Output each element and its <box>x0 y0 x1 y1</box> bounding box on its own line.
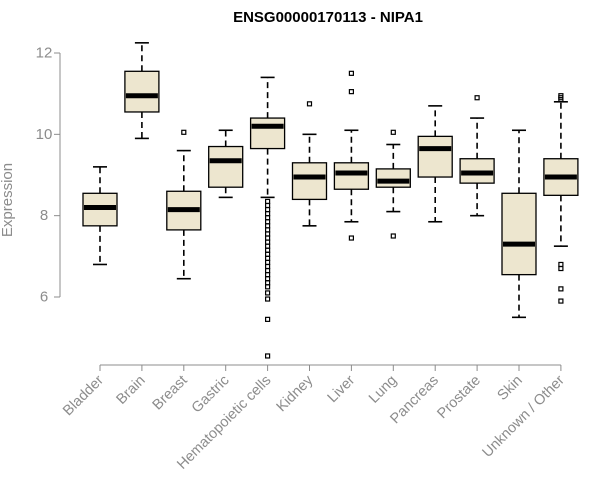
box-iqr <box>417 135 453 178</box>
outlier-point <box>558 298 564 304</box>
outlier-point <box>348 89 354 95</box>
box-group <box>375 129 411 239</box>
outlier-point <box>348 70 354 76</box>
box-iqr <box>291 162 328 201</box>
outlier-point <box>558 261 564 268</box>
box-group <box>543 93 579 304</box>
box-group <box>82 166 118 266</box>
outlier-point <box>265 211 271 217</box>
box-iqr <box>375 168 411 188</box>
box-iqr <box>333 162 370 190</box>
outlier-point <box>265 255 271 261</box>
x-tick-label: Skin <box>495 373 526 404</box>
outlier-point <box>265 206 271 213</box>
y-tick-label: 12 <box>36 45 53 62</box>
outlier-point <box>474 95 480 101</box>
outlier-point <box>265 239 271 245</box>
x-tick-label: Liver <box>325 372 359 406</box>
box-group <box>333 70 370 241</box>
box-group <box>459 95 495 217</box>
x-tick-label: Bladder <box>60 372 107 419</box>
chart-title: ENSG00000170113 - NIPA1 <box>233 9 423 26</box>
outlier-point <box>265 259 271 266</box>
outlier-point <box>265 247 271 253</box>
outlier-point <box>265 353 271 359</box>
outlier-point <box>265 251 271 257</box>
x-tick-label: Breast <box>150 373 191 414</box>
outlier-point <box>265 231 271 237</box>
plot-area <box>82 42 579 359</box>
y-axis-label: Expression <box>0 163 16 237</box>
outlier-point <box>265 276 271 282</box>
outlier-point <box>390 233 396 239</box>
outlier-point <box>265 263 271 270</box>
outlier-point <box>558 93 564 99</box>
y-tick-label: 10 <box>36 126 53 143</box>
outlier-point <box>265 272 271 278</box>
box-group <box>124 42 160 140</box>
box-group <box>166 129 202 280</box>
outlier-point <box>265 296 271 302</box>
box-iqr <box>124 70 160 113</box>
outlier-point <box>265 267 271 274</box>
x-tick-label: Kidney <box>274 372 317 415</box>
outlier-point <box>558 265 564 272</box>
outlier-point <box>181 129 187 135</box>
outlier-point <box>390 129 396 135</box>
box-group <box>291 101 328 227</box>
outlier-point <box>265 227 271 233</box>
outlier-point <box>265 219 271 225</box>
outlier-point <box>265 198 271 205</box>
outlier-point <box>265 290 271 296</box>
box-group <box>208 129 244 199</box>
box-iqr <box>501 192 537 276</box>
outlier-point <box>348 235 354 241</box>
box-group <box>417 105 453 223</box>
y-axis: 6 8 10 12 <box>36 45 61 306</box>
x-tick-label: Lung <box>366 373 400 407</box>
y-tick-label: 6 <box>40 289 48 306</box>
outlier-point <box>265 223 271 229</box>
box-group <box>501 129 537 319</box>
outlier-point <box>265 280 271 286</box>
x-tick-label: Prostate <box>434 373 483 422</box>
outlier-point <box>265 284 271 290</box>
outlier-point <box>306 101 313 107</box>
box-iqr <box>249 117 286 150</box>
outlier-point <box>558 286 564 292</box>
y-tick-label: 8 <box>40 207 48 224</box>
box-group <box>249 76 286 359</box>
outlier-point <box>265 243 271 249</box>
outlier-point <box>265 316 271 322</box>
x-tick-label: Brain <box>113 373 148 408</box>
outlier-point <box>265 202 271 209</box>
outlier-point <box>265 235 271 241</box>
outlier-point <box>265 215 271 221</box>
box-iqr <box>208 145 244 188</box>
